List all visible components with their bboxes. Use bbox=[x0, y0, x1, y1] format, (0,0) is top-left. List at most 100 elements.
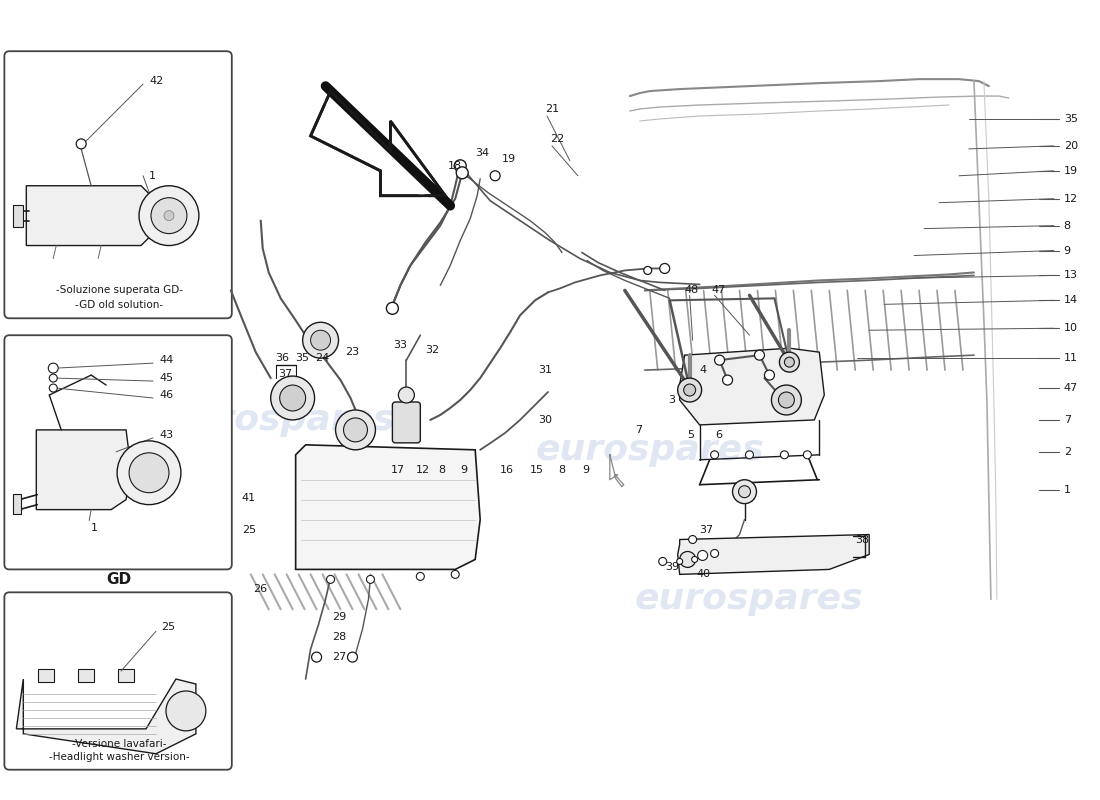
Text: 6: 6 bbox=[716, 430, 723, 440]
Text: 7: 7 bbox=[635, 425, 642, 435]
Text: 18: 18 bbox=[449, 161, 462, 171]
Circle shape bbox=[302, 322, 339, 358]
Circle shape bbox=[755, 350, 764, 360]
Text: 16: 16 bbox=[500, 465, 514, 474]
Text: 37: 37 bbox=[700, 525, 714, 534]
Text: 48: 48 bbox=[684, 286, 699, 295]
Circle shape bbox=[271, 376, 315, 420]
Text: 36: 36 bbox=[275, 353, 288, 363]
Text: 12: 12 bbox=[416, 465, 429, 474]
Circle shape bbox=[784, 357, 794, 367]
Circle shape bbox=[711, 451, 718, 458]
Circle shape bbox=[491, 170, 501, 181]
Circle shape bbox=[780, 451, 789, 458]
Circle shape bbox=[48, 363, 58, 373]
Text: 1: 1 bbox=[91, 522, 98, 533]
Text: 44: 44 bbox=[160, 355, 173, 365]
FancyBboxPatch shape bbox=[4, 51, 232, 318]
Text: 47: 47 bbox=[712, 286, 726, 295]
Circle shape bbox=[343, 418, 367, 442]
Circle shape bbox=[803, 451, 812, 458]
Text: 25: 25 bbox=[242, 525, 256, 534]
Text: 12: 12 bbox=[1064, 194, 1078, 204]
Text: -Versione lavafari-: -Versione lavafari- bbox=[72, 739, 166, 749]
Circle shape bbox=[50, 384, 57, 392]
Text: 47: 47 bbox=[1064, 383, 1078, 393]
Polygon shape bbox=[36, 430, 131, 510]
Circle shape bbox=[678, 378, 702, 402]
Text: 22: 22 bbox=[550, 134, 564, 144]
Text: 21: 21 bbox=[544, 104, 559, 114]
Text: -Headlight washer version-: -Headlight washer version- bbox=[48, 752, 189, 762]
Polygon shape bbox=[678, 534, 869, 574]
Text: 37: 37 bbox=[278, 369, 293, 379]
Circle shape bbox=[416, 572, 425, 580]
Text: GD: GD bbox=[107, 572, 132, 587]
Circle shape bbox=[151, 198, 187, 234]
Text: 9: 9 bbox=[460, 465, 467, 474]
Text: 35: 35 bbox=[1064, 114, 1078, 124]
Text: -Soluzione superata GD-: -Soluzione superata GD- bbox=[56, 286, 183, 295]
Text: 23: 23 bbox=[345, 347, 360, 357]
Text: 20: 20 bbox=[1064, 141, 1078, 151]
Text: 35: 35 bbox=[296, 353, 309, 363]
Circle shape bbox=[164, 210, 174, 221]
Polygon shape bbox=[609, 455, 624, 486]
Text: 5: 5 bbox=[688, 430, 695, 440]
Text: 31: 31 bbox=[538, 365, 552, 375]
Circle shape bbox=[139, 186, 199, 246]
Polygon shape bbox=[26, 186, 156, 246]
Text: 10: 10 bbox=[1064, 323, 1078, 334]
Circle shape bbox=[715, 355, 725, 365]
Text: 39: 39 bbox=[664, 562, 679, 573]
Text: 19: 19 bbox=[1064, 166, 1078, 176]
Circle shape bbox=[779, 392, 794, 408]
Circle shape bbox=[398, 387, 415, 403]
Text: 29: 29 bbox=[332, 612, 346, 622]
Circle shape bbox=[166, 691, 206, 731]
Circle shape bbox=[738, 486, 750, 498]
Circle shape bbox=[780, 352, 800, 372]
Circle shape bbox=[327, 575, 334, 583]
FancyBboxPatch shape bbox=[4, 592, 232, 770]
Circle shape bbox=[386, 302, 398, 314]
Circle shape bbox=[689, 535, 696, 543]
Circle shape bbox=[366, 575, 374, 583]
Circle shape bbox=[311, 652, 321, 662]
Circle shape bbox=[746, 451, 754, 458]
Circle shape bbox=[76, 139, 86, 149]
Text: 1: 1 bbox=[148, 170, 156, 181]
Circle shape bbox=[454, 160, 466, 172]
Circle shape bbox=[764, 370, 774, 380]
FancyBboxPatch shape bbox=[393, 402, 420, 443]
Circle shape bbox=[659, 558, 667, 566]
Text: eurospares: eurospares bbox=[635, 582, 864, 616]
Circle shape bbox=[50, 374, 57, 382]
Text: 4: 4 bbox=[700, 365, 706, 375]
Text: 46: 46 bbox=[160, 390, 173, 400]
Circle shape bbox=[644, 266, 651, 274]
Circle shape bbox=[129, 453, 169, 493]
Text: 30: 30 bbox=[538, 415, 552, 425]
Circle shape bbox=[697, 550, 707, 561]
Bar bbox=[13, 494, 21, 514]
Text: 2: 2 bbox=[1064, 447, 1070, 457]
Circle shape bbox=[310, 330, 331, 350]
Text: 42: 42 bbox=[148, 76, 163, 86]
Polygon shape bbox=[16, 679, 196, 754]
Text: 45: 45 bbox=[160, 373, 173, 383]
Text: 40: 40 bbox=[696, 570, 711, 579]
Text: 11: 11 bbox=[1064, 353, 1078, 363]
Bar bbox=[118, 669, 134, 682]
Text: 14: 14 bbox=[1064, 295, 1078, 306]
Text: 3: 3 bbox=[668, 395, 674, 405]
Circle shape bbox=[680, 551, 695, 567]
Text: 24: 24 bbox=[316, 353, 330, 363]
Circle shape bbox=[451, 570, 459, 578]
Circle shape bbox=[692, 557, 697, 562]
Text: 19: 19 bbox=[502, 154, 516, 164]
Bar bbox=[78, 669, 95, 682]
Text: 27: 27 bbox=[332, 652, 346, 662]
Text: 8: 8 bbox=[438, 465, 446, 474]
Circle shape bbox=[676, 558, 683, 565]
